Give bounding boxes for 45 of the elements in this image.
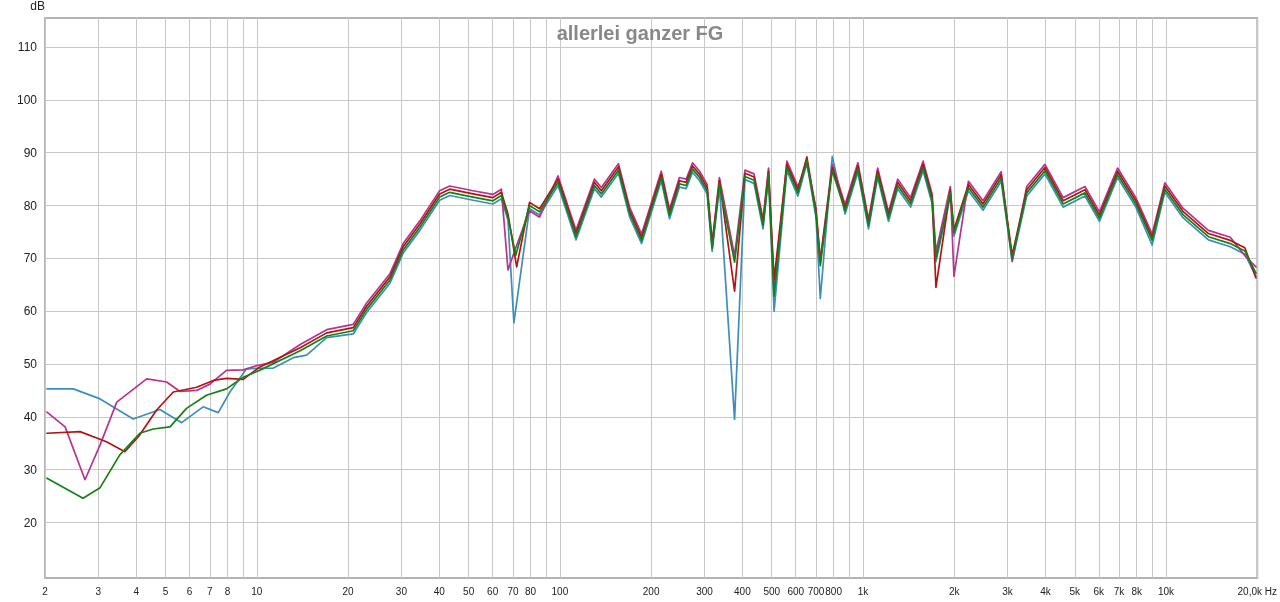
y-tick-label: 20 bbox=[23, 515, 38, 530]
x-tick-label: 50 bbox=[463, 585, 475, 597]
x-tick-label: 10 bbox=[251, 585, 263, 597]
x-tick-label: 6k bbox=[1093, 585, 1106, 597]
y-tick-label: 70 bbox=[23, 251, 38, 266]
x-tick-label: 8 bbox=[224, 585, 231, 597]
x-tick-label: 800 bbox=[825, 585, 843, 597]
y-tick-label: 40 bbox=[23, 409, 38, 424]
x-tick-label: 40 bbox=[433, 585, 446, 597]
x-tick-label: 10k bbox=[1157, 585, 1176, 597]
x-tick-label: 2k bbox=[948, 585, 961, 597]
x-tick-label: 20,0k Hz bbox=[1237, 585, 1277, 597]
y-tick-label: 100 bbox=[16, 92, 38, 107]
x-tick-label: 5k bbox=[1069, 585, 1082, 597]
x-tick-label: 7 bbox=[207, 585, 214, 597]
x-tick-label: 300 bbox=[696, 585, 714, 597]
x-tick-label: 60 bbox=[487, 585, 499, 597]
x-tick-label: 4k bbox=[1040, 585, 1052, 597]
x-tick-label: 3 bbox=[95, 585, 102, 597]
x-tick-label: 2 bbox=[42, 585, 49, 597]
x-tick-label: 7k bbox=[1113, 585, 1126, 597]
x-tick-label: 600 bbox=[787, 585, 805, 597]
y-tick-label: 60 bbox=[23, 304, 38, 319]
x-tick-label: 70 bbox=[507, 585, 519, 597]
x-tick-label: 500 bbox=[763, 585, 781, 597]
x-tick-label: 20 bbox=[342, 585, 355, 597]
y-tick-label: 30 bbox=[23, 462, 38, 477]
y-tick-label: 80 bbox=[23, 198, 38, 213]
x-tick-label: 4 bbox=[133, 585, 140, 597]
chart-title: allerlei ganzer FG bbox=[556, 22, 724, 44]
x-tick-label: 200 bbox=[642, 585, 660, 597]
x-tick-label: 100 bbox=[551, 585, 569, 597]
x-tick-label: 6 bbox=[186, 585, 193, 597]
y-axis-title: dB bbox=[30, 0, 45, 13]
y-tick-label: 110 bbox=[17, 40, 38, 55]
x-tick-label: 1k bbox=[857, 585, 870, 597]
x-tick-label: 400 bbox=[734, 585, 752, 597]
y-tick-label: 90 bbox=[23, 145, 38, 160]
y-tick-label: 50 bbox=[23, 357, 38, 372]
x-tick-label: 3k bbox=[1002, 585, 1014, 597]
x-tick-label: 700 bbox=[807, 585, 825, 597]
x-tick-label: 8k bbox=[1131, 585, 1143, 597]
x-tick-label: 5 bbox=[162, 585, 169, 597]
x-tick-label: 30 bbox=[395, 585, 408, 597]
x-tick-label: 80 bbox=[524, 585, 537, 597]
